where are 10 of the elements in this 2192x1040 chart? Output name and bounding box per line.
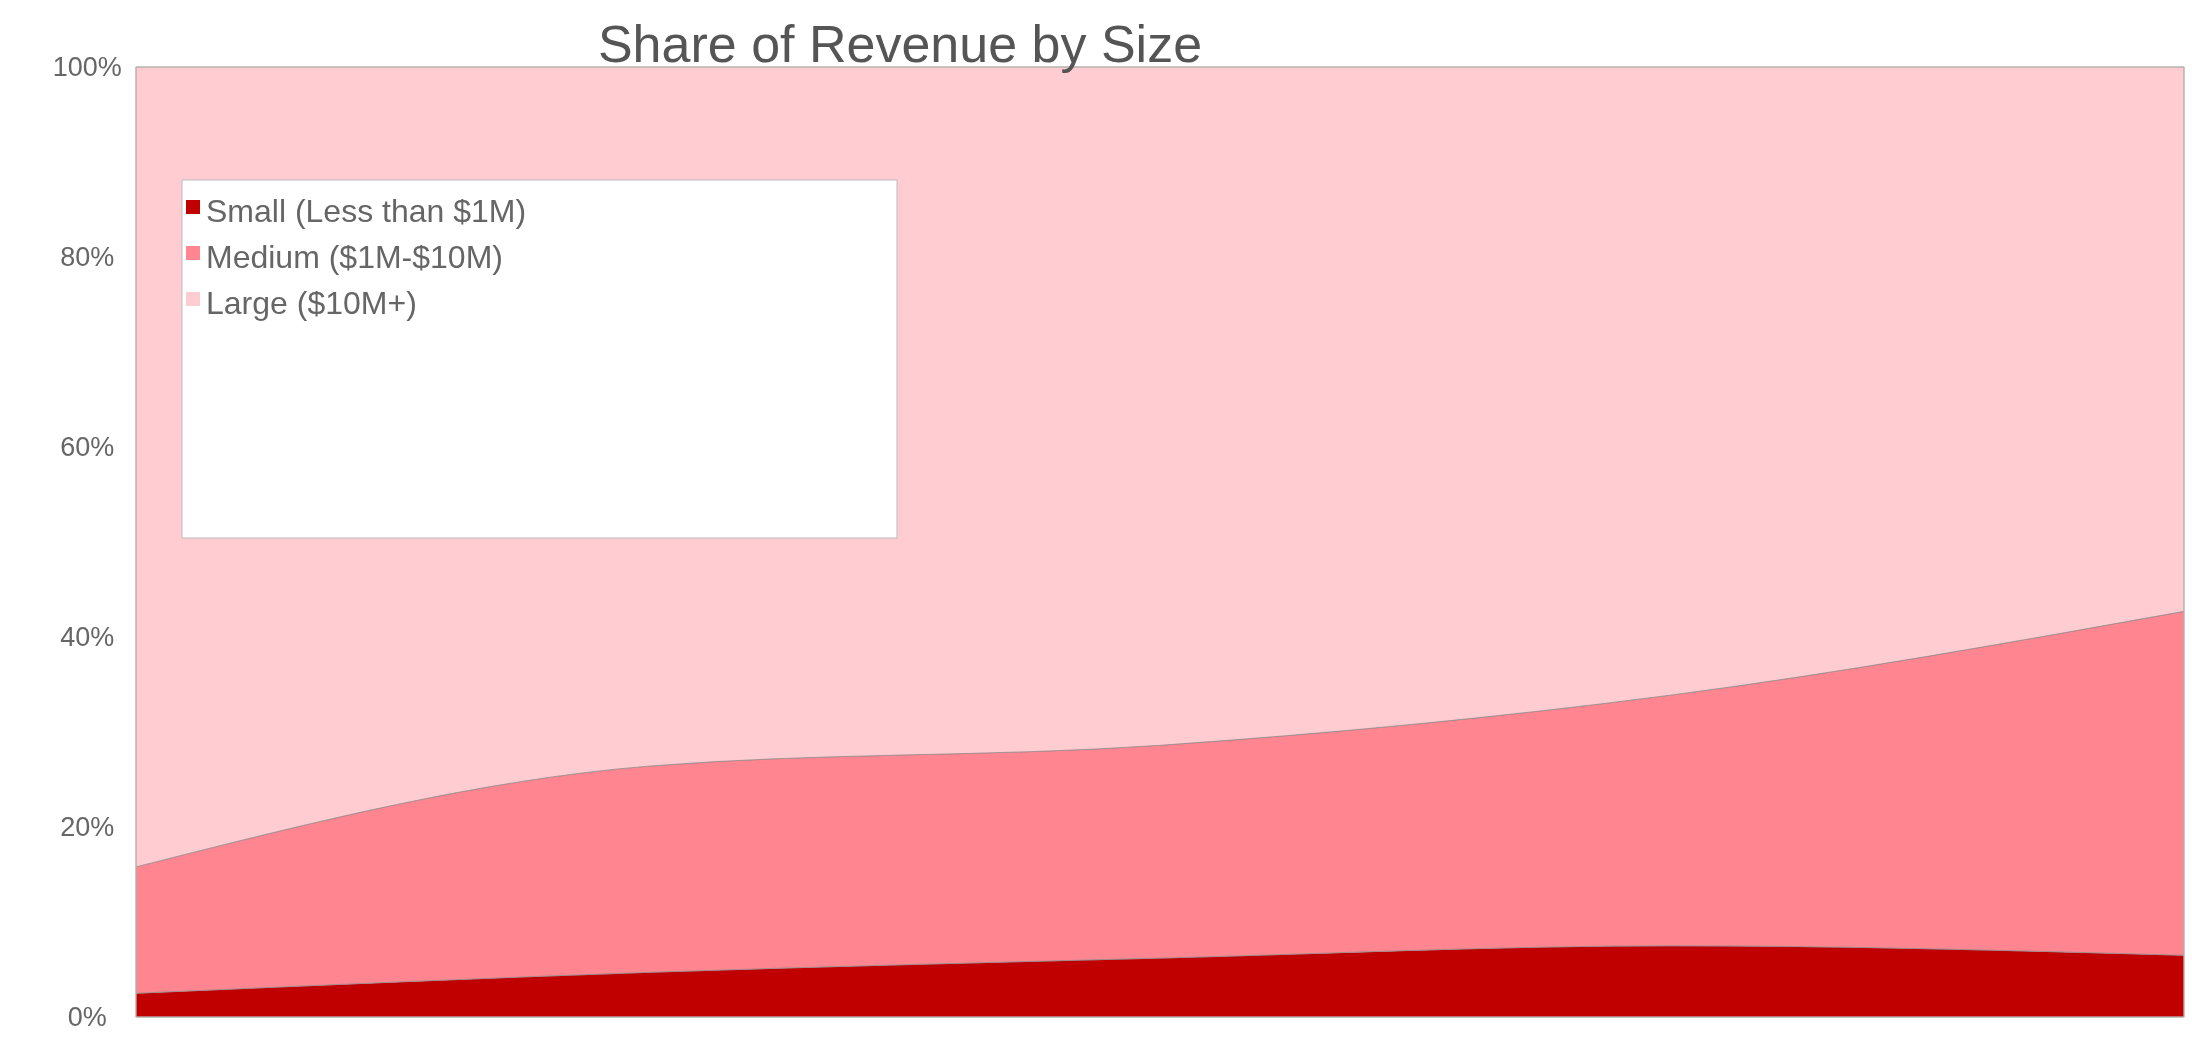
y-tick-label: 60% xyxy=(60,432,115,463)
y-tick-label: 100% xyxy=(52,52,122,83)
y-tick-label: 80% xyxy=(60,242,115,273)
legend-label: Medium ($1M-$10M) xyxy=(206,239,503,276)
y-tick-label: 40% xyxy=(60,622,115,653)
legend-label: Small (Less than $1M) xyxy=(206,193,527,230)
y-tick-label: 20% xyxy=(60,812,115,843)
y-tick-label: 0% xyxy=(67,1002,107,1033)
series-label: Large ($10M+) xyxy=(206,285,417,322)
chart-title: Share of Revenue by Size xyxy=(597,15,1203,73)
